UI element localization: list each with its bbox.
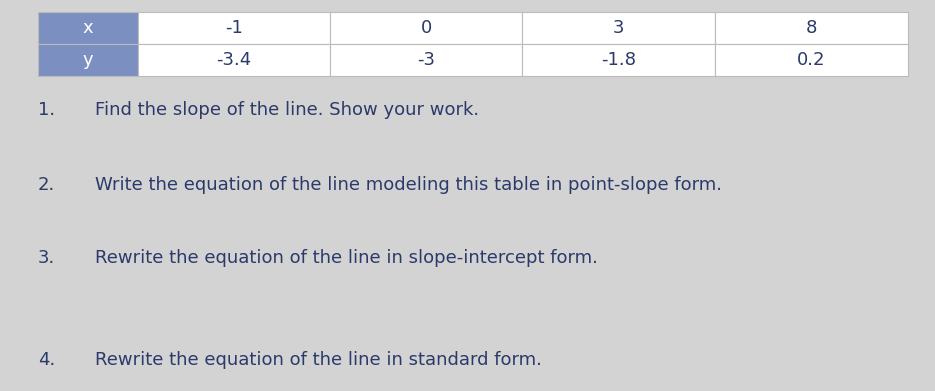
Text: 8: 8 [806, 19, 817, 37]
Text: 1.: 1. [38, 101, 55, 119]
Bar [138, 12, 330, 44]
Text: 0: 0 [421, 19, 432, 37]
Text: Rewrite the equation of the line in standard form.: Rewrite the equation of the line in stan… [95, 351, 542, 369]
Text: -3: -3 [417, 51, 435, 69]
Text: Find the slope of the line. Show your work.: Find the slope of the line. Show your wo… [95, 101, 479, 119]
Bar [330, 12, 522, 44]
Text: 3: 3 [612, 19, 625, 37]
Text: -1.8: -1.8 [601, 51, 636, 69]
Text: x: x [82, 19, 94, 37]
Bar [38, 44, 138, 76]
Text: 2.: 2. [38, 176, 55, 194]
Bar [715, 12, 908, 44]
Text: 0.2: 0.2 [798, 51, 826, 69]
Bar [38, 12, 138, 44]
Bar [522, 44, 715, 76]
Text: Write the equation of the line modeling this table in point-slope form.: Write the equation of the line modeling … [95, 176, 722, 194]
Bar [715, 44, 908, 76]
Bar [330, 44, 522, 76]
Text: -1: -1 [225, 19, 243, 37]
Text: Rewrite the equation of the line in slope-intercept form.: Rewrite the equation of the line in slop… [95, 249, 597, 267]
Text: -3.4: -3.4 [216, 51, 252, 69]
Text: y: y [82, 51, 94, 69]
Text: 3.: 3. [38, 249, 55, 267]
Text: 4.: 4. [38, 351, 55, 369]
Bar [522, 12, 715, 44]
Bar [138, 44, 330, 76]
